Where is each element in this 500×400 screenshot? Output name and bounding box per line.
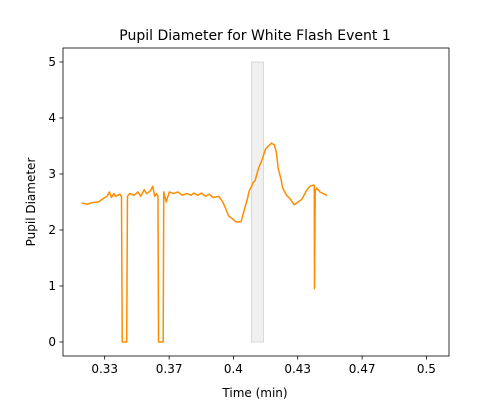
x-tick-label: 0.43: [284, 362, 311, 376]
y-tick-label: 4: [48, 111, 56, 125]
x-tick-label: 0.4: [224, 362, 243, 376]
y-tick-label: 2: [48, 223, 56, 237]
y-tick-label: 5: [48, 55, 56, 69]
flash-interval-shading: [251, 61, 265, 343]
x-tick-label: 0.33: [91, 362, 118, 376]
x-tick-label: 0.5: [417, 362, 436, 376]
chart-title: Pupil Diameter for White Flash Event 1: [119, 28, 390, 44]
series-line-0: [81, 142, 328, 343]
y-axis-title: Pupil Diameter: [24, 158, 38, 247]
y-tick-label: 0: [48, 335, 56, 349]
y-tick-label: 1: [48, 279, 56, 293]
x-tick-label: 0.47: [349, 362, 376, 376]
y-tick-label: 3: [48, 167, 56, 181]
plot-frame: [62, 47, 450, 357]
x-tick-label: 0.37: [156, 362, 183, 376]
x-axis-title: Time (min): [221, 386, 287, 400]
